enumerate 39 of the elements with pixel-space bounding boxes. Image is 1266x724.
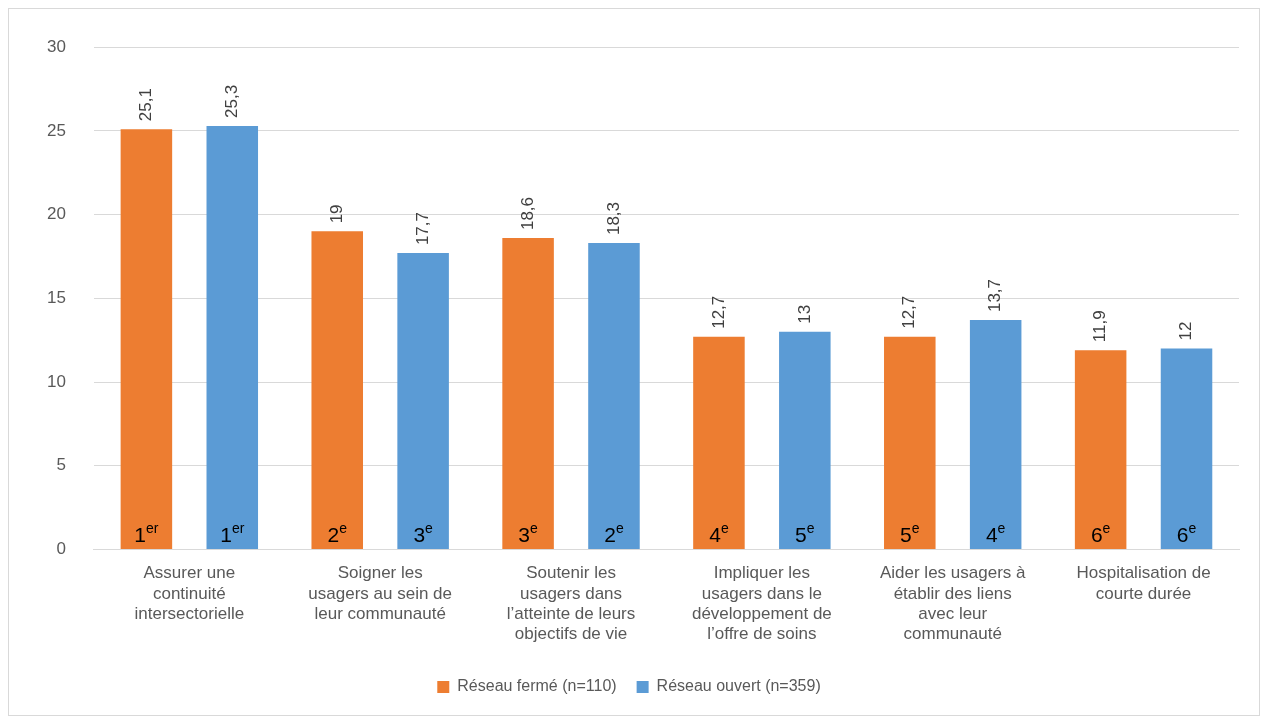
data-label: 17,7 [412, 212, 432, 246]
legend-label: Réseau ouvert (n=359) [656, 677, 821, 695]
bar [1074, 350, 1127, 549]
y-tick-label: 10 [46, 371, 66, 391]
x-tick-label: Soigner les usagers au sein de leur communauté [308, 563, 453, 624]
x-tick-label: Impliquer les usagers dans le développement de l’offre de soins [691, 563, 832, 644]
bar [588, 243, 640, 549]
x-tick-label: Aider les usagers à établir des liens avec leur communauté [879, 563, 1027, 644]
y-tick-label: 25 [46, 120, 66, 140]
y-tick-label: 20 [46, 204, 66, 224]
bar [311, 231, 364, 549]
data-label: 13 [794, 304, 814, 324]
bar [779, 331, 831, 549]
x-tick-label: Soutenir les usagers dans l’atteinte de leurs objectifs de vie [506, 563, 636, 644]
data-label: 12 [1176, 321, 1196, 341]
bar [884, 336, 936, 549]
bar [502, 238, 554, 549]
data-label: 12,7 [708, 295, 728, 329]
x-tick-label: Hospitalisation de courte durée [1076, 563, 1211, 603]
data-label: 25,1 [136, 88, 156, 122]
bar [969, 320, 1022, 549]
bar [1160, 348, 1213, 549]
x-tick-label: Assurer une continuité intersectorielle [134, 563, 245, 624]
bar [693, 336, 745, 549]
y-tick-label: 0 [56, 539, 66, 559]
data-label: 11,9 [1090, 310, 1110, 343]
data-label: 19 [326, 204, 346, 224]
legend-label: Réseau fermé (n=110) [457, 677, 617, 695]
bar [397, 253, 449, 549]
data-label: 25,3 [221, 84, 241, 118]
data-label: 12,7 [899, 295, 919, 329]
bar [206, 125, 259, 549]
y-tick-label: 15 [46, 287, 66, 307]
data-label: 13,7 [985, 278, 1005, 313]
y-tick-label: 30 [46, 36, 66, 56]
y-tick-label: 5 [56, 455, 66, 475]
data-label: 18,3 [603, 201, 623, 236]
bar [120, 129, 173, 549]
data-label: 18,6 [517, 196, 537, 231]
